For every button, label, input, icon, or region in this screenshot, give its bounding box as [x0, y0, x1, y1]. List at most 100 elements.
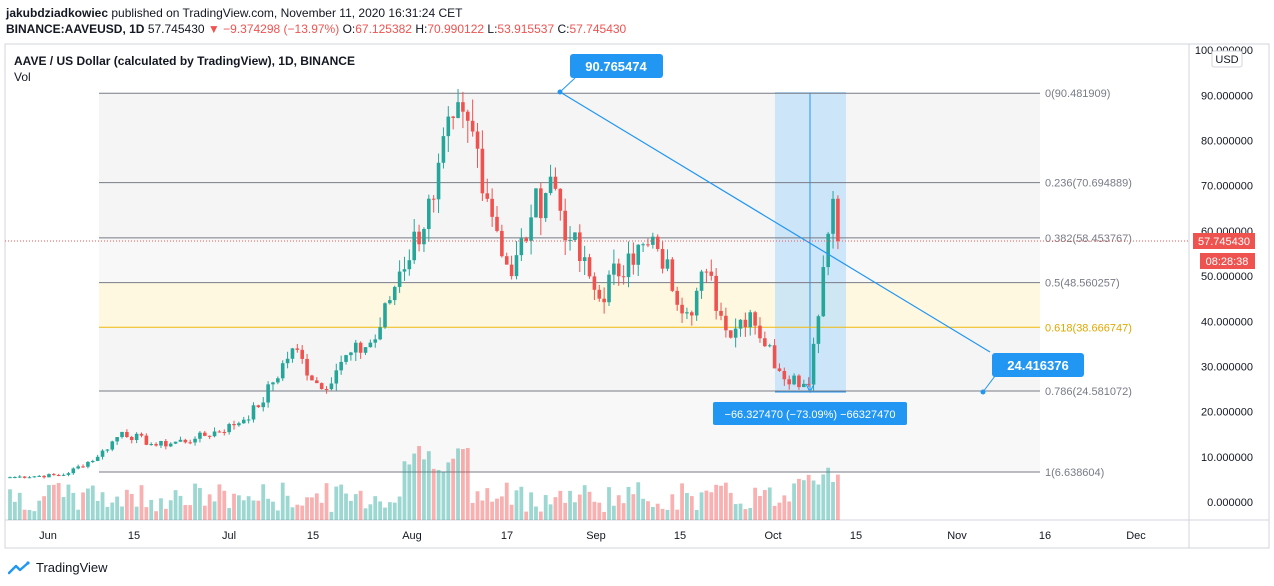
candle-body: [334, 370, 339, 384]
candle-body: [90, 460, 95, 462]
volume-bar: [577, 494, 582, 520]
time-axis[interactable]: Jun 15 Jul 15 Aug 17 Sep 15 Oct 15 Nov 16 Dec: [39, 530, 1146, 542]
candle-body: [626, 253, 631, 278]
candle-body: [276, 378, 280, 383]
price-tick-label: 30.000000: [1201, 361, 1253, 373]
candle-body: [475, 131, 480, 149]
candle-body: [753, 312, 757, 326]
price-tick-label: 40.000000: [1201, 316, 1253, 328]
volume-bar: [422, 459, 426, 520]
candle-body: [407, 260, 412, 270]
low-point: [980, 389, 986, 395]
volume-bar: [621, 503, 626, 520]
volume-bar: [699, 492, 704, 520]
candle-body: [655, 236, 660, 249]
candle-body: [383, 303, 387, 328]
volume-bar: [61, 497, 66, 520]
price-tick-label: 20.000000: [1201, 407, 1253, 419]
candle-body: [8, 477, 12, 479]
volume-bar: [329, 511, 334, 520]
measure-label-box[interactable]: [713, 402, 907, 425]
candle-body: [821, 267, 826, 317]
author-name[interactable]: jakubdziadkowiec: [6, 6, 109, 20]
candle-body: [388, 300, 392, 304]
candle-body: [441, 136, 446, 163]
price-axis[interactable]: 100.00000090.00000080.00000070.00000060.…: [1195, 45, 1253, 509]
volume-bar: [295, 504, 300, 520]
chart-container[interactable]: 0(90.481909) 0.236(70.694889) 0.382(58.453…: [0, 40, 1274, 550]
volume-bar: [499, 496, 504, 520]
candle-body: [748, 312, 753, 328]
volume-bar: [816, 484, 821, 520]
volume-bar: [139, 485, 144, 520]
candle-body: [290, 348, 295, 359]
candle-body: [66, 473, 71, 475]
volume-bar: [568, 490, 572, 520]
fib-level-label: 0.236(70.694889): [1045, 178, 1132, 190]
candle-body: [543, 193, 548, 219]
currency-badge[interactable]: [1211, 50, 1243, 68]
candle-body: [651, 236, 655, 245]
candle-body: [792, 375, 796, 385]
volume-bar: [602, 511, 607, 520]
publish-info: published on TradingView.com, November 1…: [111, 6, 463, 20]
candle-body: [509, 264, 514, 277]
candle-body: [480, 148, 485, 194]
volume-bar: [207, 494, 212, 520]
volume-bar: [300, 505, 305, 520]
high-value: 70.990122: [427, 22, 485, 36]
volume-bar: [431, 468, 436, 520]
candle-body: [490, 198, 494, 217]
volume-bar: [290, 507, 295, 520]
volume-bar: [475, 491, 480, 520]
time-tick-label: 15: [674, 530, 686, 542]
high-point: [557, 89, 563, 95]
candle-body: [646, 244, 650, 246]
candle-body: [300, 349, 304, 359]
high-callout[interactable]: [570, 54, 663, 78]
volume-bar: [611, 505, 616, 520]
volume-bar: [76, 509, 81, 520]
volume-bar: [616, 495, 621, 520]
low-label: L:: [487, 22, 498, 36]
volume-bar: [344, 493, 348, 520]
volume-bar: [47, 485, 51, 520]
candle-body: [256, 405, 261, 408]
last-price-tag: [1193, 233, 1255, 249]
volume-bar: [241, 500, 246, 520]
open-value: 67.125382: [355, 22, 412, 36]
brand-name[interactable]: TradingView: [36, 560, 108, 575]
candle-body: [227, 424, 231, 433]
volume-bar: [305, 497, 309, 520]
volume-bar: [183, 505, 188, 520]
candle-body: [694, 290, 699, 316]
volume-bar: [407, 464, 412, 520]
volume-bar: [797, 478, 801, 520]
candle-body: [149, 444, 154, 446]
last-price: 57.745430: [147, 22, 205, 36]
volume-bar: [37, 500, 42, 520]
volume-bar: [232, 493, 236, 520]
volume-bar: [685, 493, 689, 520]
price-chart[interactable]: 0(90.481909) 0.236(70.694889) 0.382(58.453…: [0, 40, 1274, 550]
volume-bar: [836, 474, 840, 520]
volume-bar: [42, 496, 46, 520]
candle-body: [660, 248, 665, 269]
candle-body: [315, 380, 319, 384]
volume-bar: [51, 484, 56, 520]
candle-body: [500, 230, 504, 257]
volume-bar: [144, 507, 149, 520]
candle-body: [295, 348, 300, 350]
volume-bar: [412, 453, 417, 520]
volume-bar: [387, 502, 392, 520]
low-callout[interactable]: [992, 353, 1084, 377]
volume-bar: [650, 507, 655, 520]
candle-body: [237, 423, 241, 426]
volume-bar: [801, 480, 806, 520]
candle-body: [763, 338, 767, 347]
trend-line[interactable]: [559, 91, 991, 353]
candle-body: [349, 352, 353, 356]
volume-bar: [81, 492, 85, 520]
candle-body: [670, 259, 675, 291]
volume-bar: [626, 486, 631, 520]
